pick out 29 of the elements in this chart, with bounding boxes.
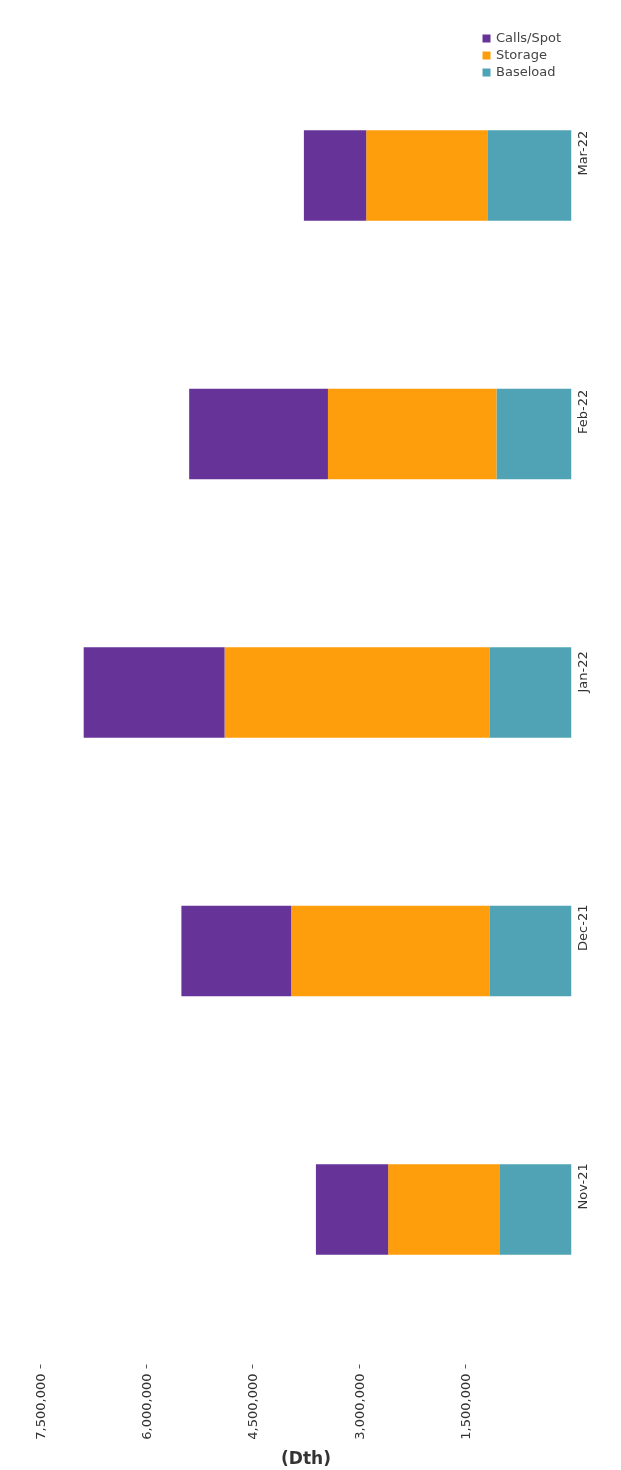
bar xyxy=(291,905,490,997)
bar xyxy=(327,388,497,480)
bar xyxy=(189,388,328,480)
bar xyxy=(489,905,572,997)
bar xyxy=(499,1164,572,1255)
bar xyxy=(487,130,572,221)
bar xyxy=(489,647,572,738)
bar xyxy=(388,1164,500,1255)
bar xyxy=(181,905,292,997)
bar xyxy=(315,1164,389,1255)
legend-label: Storage xyxy=(496,47,547,62)
x-axis-title: (Dth) xyxy=(281,1447,331,1468)
x-tick-label: 6,000,000 xyxy=(139,1373,155,1440)
x-tick-label: 1,500,000 xyxy=(457,1373,473,1440)
legend-label: Baseload xyxy=(496,64,556,79)
bar xyxy=(366,130,488,221)
x-tick-label: 4,500,000 xyxy=(245,1373,261,1440)
x-tick-label: 3,000,000 xyxy=(351,1373,367,1440)
legend-label: Calls/Spot xyxy=(496,30,561,45)
y-tick-label: Nov-21 xyxy=(575,1163,590,1210)
y-tick-label: Jan-22 xyxy=(575,651,590,694)
y-tick-label: Feb-22 xyxy=(575,389,590,435)
x-tick-label: 7,500,000 xyxy=(33,1373,48,1440)
bar xyxy=(496,388,572,480)
y-tick-label: Dec-21 xyxy=(575,904,590,951)
bar xyxy=(303,130,367,221)
bar xyxy=(83,647,225,738)
y-tick-label: Mar-22 xyxy=(575,130,590,176)
bar xyxy=(224,647,490,738)
